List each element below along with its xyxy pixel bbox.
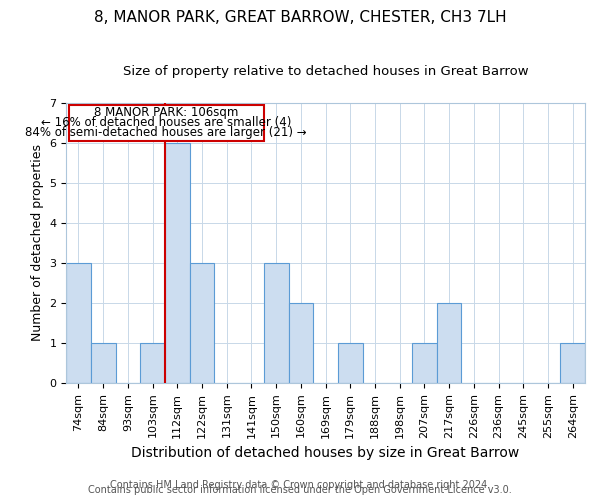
Text: ← 16% of detached houses are smaller (4): ← 16% of detached houses are smaller (4) [41,116,292,130]
Text: Contains HM Land Registry data © Crown copyright and database right 2024.: Contains HM Land Registry data © Crown c… [110,480,490,490]
Bar [91,343,116,383]
Y-axis label: Number of detached properties: Number of detached properties [31,144,44,342]
Bar [165,143,190,383]
X-axis label: Distribution of detached houses by size in Great Barrow: Distribution of detached houses by size … [131,446,520,460]
Bar [437,303,461,383]
Title: Size of property relative to detached houses in Great Barrow: Size of property relative to detached ho… [123,65,529,78]
Bar [66,263,91,383]
FancyBboxPatch shape [68,105,264,141]
Text: 8, MANOR PARK, GREAT BARROW, CHESTER, CH3 7LH: 8, MANOR PARK, GREAT BARROW, CHESTER, CH… [94,10,506,25]
Bar [140,343,165,383]
Bar [412,343,437,383]
Text: 84% of semi-detached houses are larger (21) →: 84% of semi-detached houses are larger (… [25,126,307,140]
Bar [190,263,214,383]
Bar [264,263,289,383]
Bar [338,343,362,383]
Bar [289,303,313,383]
Text: 8 MANOR PARK: 106sqm: 8 MANOR PARK: 106sqm [94,106,238,119]
Text: Contains public sector information licensed under the Open Government Licence v3: Contains public sector information licen… [88,485,512,495]
Bar [560,343,585,383]
